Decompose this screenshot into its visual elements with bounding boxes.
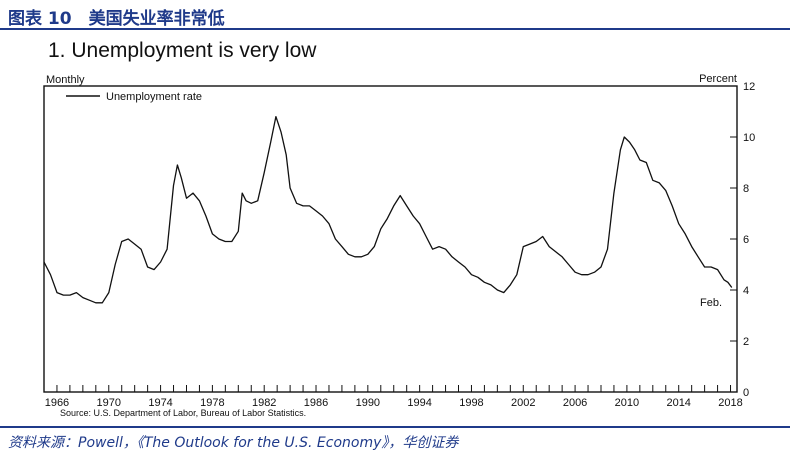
x-tick-label: 1986 (304, 397, 328, 409)
unemployment-rate-line (43, 115, 733, 304)
y-tick-label: 0 (743, 387, 749, 399)
figure-header: 图表 10 美国失业率非常低 (0, 0, 800, 29)
x-tick-label: 1990 (356, 397, 380, 409)
y-tick-label: 8 (743, 183, 749, 195)
x-tick-label: 1974 (148, 397, 172, 409)
source-note: 资料来源：Powell，《The Outlook for the U.S. Ec… (8, 435, 459, 451)
header-divider (0, 28, 790, 30)
y-axis-ticks: 0 2 4 6 8 10 12 (730, 81, 755, 399)
legend-label: Unemployment rate (106, 91, 202, 103)
feb-annotation: Feb. (700, 297, 722, 309)
x-axis-ticks: 1966 1970 1974 1978 1982 1986 1990 1994 1998 2002… (43, 385, 743, 409)
y-tick-label: 6 (743, 234, 749, 246)
x-tick-label: 2002 (511, 397, 535, 409)
y-axis-label: Percent (699, 73, 737, 85)
plot-frame (43, 85, 738, 393)
x-tick-label: 2006 (563, 397, 587, 409)
y-tick-label: 2 (743, 336, 749, 348)
x-tick-label: 1994 (407, 397, 431, 409)
unemployment-chart: 1. Unemployment is very low Monthly Perc… (43, 39, 755, 418)
footer-divider (0, 426, 790, 428)
x-tick-label: 1966 (45, 397, 69, 409)
x-tick-label: 2018 (718, 397, 742, 409)
x-tick-label: 1982 (252, 397, 276, 409)
x-tick-label: 1998 (459, 397, 483, 409)
y-tick-label: 12 (743, 81, 755, 93)
x-tick-label: 1978 (200, 397, 224, 409)
left-axis-label: Monthly (46, 74, 85, 86)
x-tick-label: 2010 (615, 397, 639, 409)
y-tick-label: 10 (743, 132, 755, 144)
chart-source: Source: U.S. Department of Labor, Bureau… (60, 408, 306, 418)
x-tick-label: 1970 (97, 397, 121, 409)
x-tick-label: 2014 (666, 397, 690, 409)
chart-title: 1. Unemployment is very low (48, 39, 317, 62)
y-tick-label: 4 (743, 285, 749, 297)
figure-title: 图表 10 美国失业率非常低 (8, 9, 225, 29)
